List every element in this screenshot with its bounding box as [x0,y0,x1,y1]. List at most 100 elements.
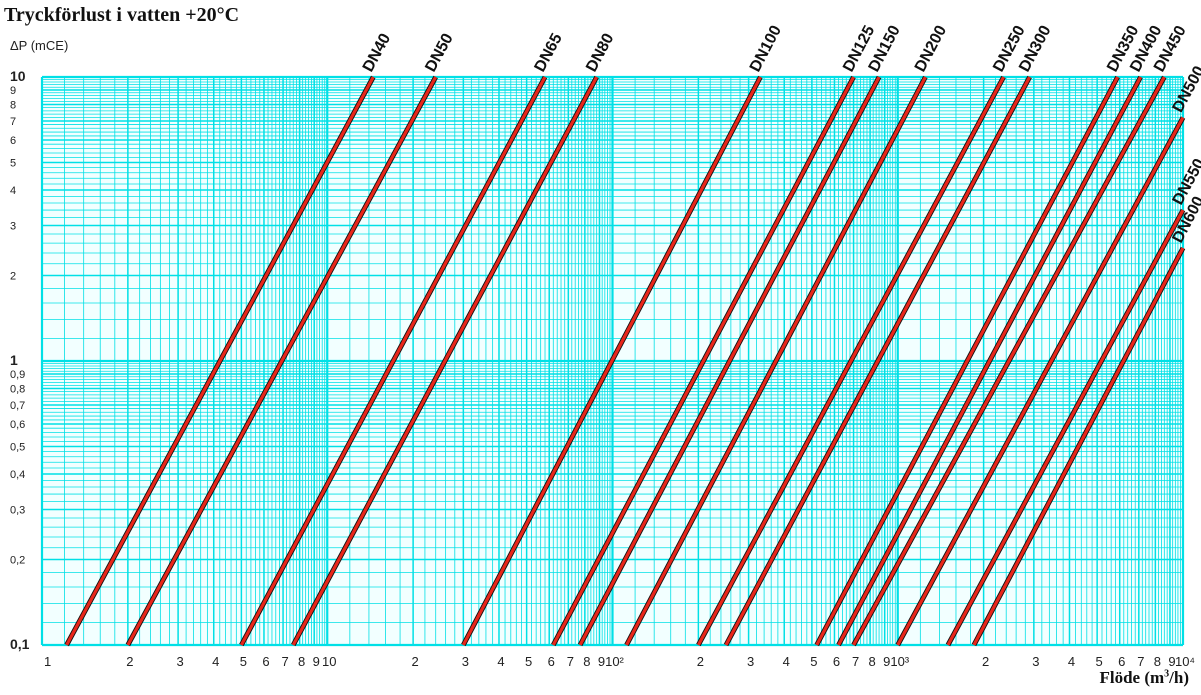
y-tick-label: 5 [10,157,16,169]
series-line-stroke [291,76,599,646]
x-tick-label: 4 [1068,654,1075,669]
chart-title: Tryckförlust i vatten +20°C [4,4,240,26]
series-line-stroke [852,76,1166,646]
x-tick-label: 8 [583,654,590,669]
x-tick-label: 4 [783,654,790,669]
x-tick-label: 2 [412,654,419,669]
series-line-stroke [896,116,1185,646]
x-tick-label: 10³ [890,654,909,669]
x-tick-label: 6 [1118,654,1125,669]
y-tick-label: 0,5 [10,441,25,453]
series-line-dn65 [239,75,548,647]
x-tick-label: 2 [697,654,704,669]
y-tick-label: 0,7 [10,400,25,412]
x-tick-label: 5 [1096,654,1103,669]
x-tick-label: 6 [833,654,840,669]
y-tick-label: 1 [10,352,18,368]
series-line-dn250 [696,75,1006,647]
x-tick-label: 8 [298,654,305,669]
x-tick-label: 5 [810,654,817,669]
series-line-stroke [461,76,762,646]
y-tick-label: 0,4 [10,469,25,481]
series-line-dn150 [577,75,882,647]
x-axis-label-end: /h) [1169,668,1189,687]
series-line-dn200 [624,75,928,647]
series-line-stroke [724,76,1032,646]
x-tick-label: 9 [598,654,605,669]
series-line-stroke [625,76,927,646]
series-line-dn50 [125,75,438,647]
x-tick-label: 10 [322,654,336,669]
x-tick-label: 3 [747,654,754,669]
series-line-dn350 [814,75,1120,647]
x-tick-label: 6 [548,654,555,669]
series-line-stroke [815,76,1120,646]
y-tick-labels: 0,1 0,2 0,3 0,4 0,5 0,6 0,7 0,8 0,91 2 3 4 5 6 7 8 910 [10,68,30,652]
x-tick-label: 5 [525,654,532,669]
x-tick-label: 6 [262,654,269,669]
series-line-stroke [696,76,1006,646]
x-tick-label: 1 [44,654,51,669]
series-line-dn450 [851,75,1167,647]
series-label-dn50: DN50 [422,31,456,75]
x-axis-label-superscript: 3 [1164,668,1170,680]
x-tick-label: 9 [313,654,320,669]
x-axis-label-main: Flöde (m [1099,668,1165,687]
series-label-dn65: DN65 [532,31,566,75]
x-tick-label: 7 [1137,654,1144,669]
y-axis-label: ΔP (mCE) [10,38,69,53]
x-tick-label: 7 [567,654,574,669]
series-label-dn100: DN100 [747,23,785,75]
series-line-dn100 [461,75,763,647]
y-tick-label: 4 [10,185,16,197]
series-line-stroke [972,247,1185,646]
y-tick-label: 0,8 [10,384,25,396]
series-line-dn550 [945,208,1186,647]
series-label-dn40: DN40 [360,31,394,75]
y-tick-label: 8 [10,100,16,112]
x-tick-label: 9 [883,654,890,669]
x-tick-label: 3 [176,654,183,669]
series-line-dn300 [723,75,1032,647]
x-tick-label: 8 [1154,654,1161,669]
series-line-stroke [239,76,547,646]
series-line-dn40 [64,75,376,647]
x-tick-label: 8 [868,654,875,669]
x-tick-label: 10⁴ [1175,654,1195,669]
y-tick-label: 2 [10,271,16,283]
series-line-stroke [837,76,1142,646]
x-tick-labels: 1 2 3 4 5 6 7 8 9 10 2 3 4 5 6 7 8 9 10² 2 3 4 5 6 7 8 9 10³ 2 3 4 5 6 7 8… [44,654,1195,669]
series-layer [64,75,1186,647]
series-line-dn125 [551,75,856,647]
y-tick-label: 0,6 [10,419,25,431]
series-label-dn80: DN80 [583,31,617,75]
x-tick-label: 7 [281,654,288,669]
series-line-dn80 [291,75,599,647]
x-tick-label: 2 [982,654,989,669]
x-axis-label: Flöde (m3/h) [1099,668,1189,688]
x-tick-label: 4 [212,654,219,669]
y-tick-label: 9 [10,85,16,97]
x-tick-label: 4 [497,654,504,669]
y-tick-label: 0,2 [10,555,25,567]
series-label-dn200: DN200 [912,23,950,75]
y-tick-label: 0,9 [10,369,25,381]
y-tick-label: 0,3 [10,504,25,516]
series-line-dn600 [971,246,1186,647]
x-tick-label: 5 [240,654,247,669]
series-line-dn500 [895,116,1186,647]
x-tick-label: 3 [1032,654,1039,669]
series-line-stroke [578,76,881,646]
series-line-stroke [126,76,438,646]
series-line-stroke [946,209,1185,646]
y-tick-label: 0,1 [10,636,30,652]
series-line-stroke [65,76,375,646]
x-tick-label: 2 [126,654,133,669]
series-line-dn400 [836,75,1143,647]
x-tick-label: 9 [1168,654,1175,669]
y-tick-label: 6 [10,135,16,147]
x-tick-label: 10² [605,654,624,669]
x-tick-label: 3 [462,654,469,669]
x-tick-label: 7 [852,654,859,669]
